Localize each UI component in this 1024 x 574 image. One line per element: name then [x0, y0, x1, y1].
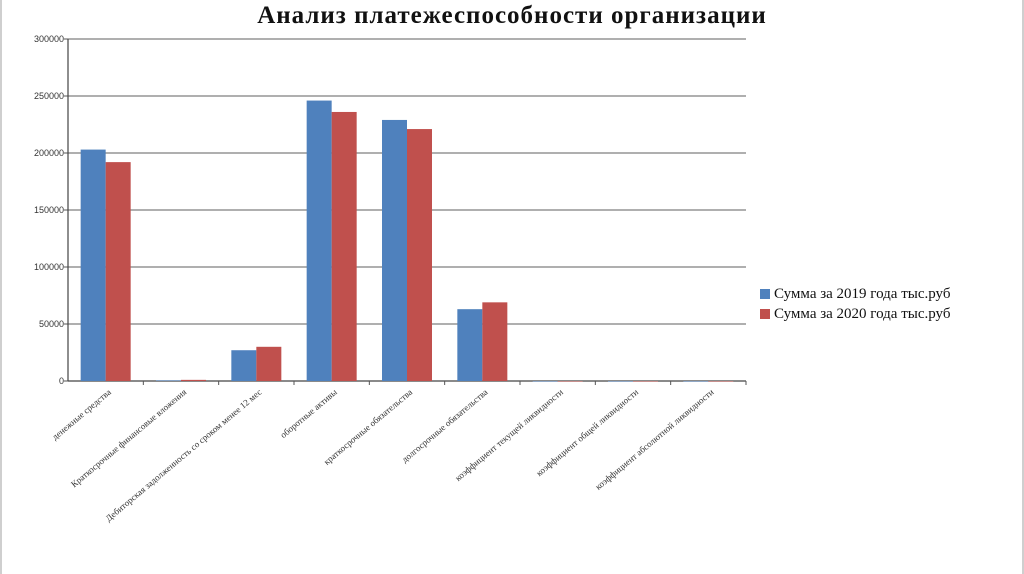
- right-edge-line: [1022, 0, 1024, 574]
- bar-2019: [457, 309, 483, 381]
- x-category-label: краткосрочные обязательства: [322, 387, 415, 467]
- y-tick-label: 0: [59, 376, 64, 386]
- bar-2020: [557, 380, 583, 382]
- legend-item-2020: Сумма за 2020 года тыс.руб: [760, 304, 950, 324]
- legend-label-2019: Сумма за 2019 года тыс.руб: [774, 286, 951, 302]
- bar-2019: [156, 380, 181, 381]
- y-tick-label: 200000: [34, 148, 64, 158]
- x-category-label: коэффициент абсолютной ликвидности: [593, 387, 716, 492]
- bar-2020: [407, 129, 432, 381]
- bar-2019: [382, 119, 407, 381]
- bar-2020: [482, 302, 508, 381]
- bar-2019: [608, 380, 633, 382]
- bar-2020: [708, 380, 734, 382]
- bar-2020: [105, 162, 131, 381]
- bar-2020: [181, 379, 206, 381]
- legend: Сумма за 2019 года тыс.руб Сумма за 2020…: [760, 284, 950, 324]
- legend-item-2019: Сумма за 2019 года тыс.руб: [760, 284, 950, 304]
- x-category-label: оборотные активы: [278, 387, 339, 440]
- legend-label-2020: Сумма за 2020 года тыс.руб: [774, 306, 951, 322]
- bar-2019: [683, 380, 709, 382]
- chart-title: Анализ платежеспособности организации: [257, 2, 767, 29]
- bar-2020: [256, 346, 282, 381]
- bar-2019: [532, 380, 558, 382]
- y-tick-label: 300000: [34, 34, 64, 44]
- y-tick-label: 250000: [34, 91, 64, 101]
- bar-2020: [331, 111, 357, 382]
- left-edge-line: [0, 0, 2, 574]
- x-category-label: денежные средства: [50, 387, 113, 442]
- bar-2020: [633, 380, 658, 382]
- y-tick-label: 50000: [39, 319, 64, 329]
- bar-2019: [231, 350, 257, 381]
- legend-swatch-2020: [760, 309, 770, 319]
- y-tick-label: 100000: [34, 262, 64, 272]
- bar-2019: [306, 100, 332, 381]
- x-category-label: долгосрочные обязательства: [400, 387, 490, 465]
- bar-2019: [80, 149, 106, 381]
- x-category-label: Дебиторская задолженность со сроком мене…: [103, 387, 263, 524]
- legend-swatch-2019: [760, 289, 770, 299]
- y-tick-label: 150000: [34, 205, 64, 215]
